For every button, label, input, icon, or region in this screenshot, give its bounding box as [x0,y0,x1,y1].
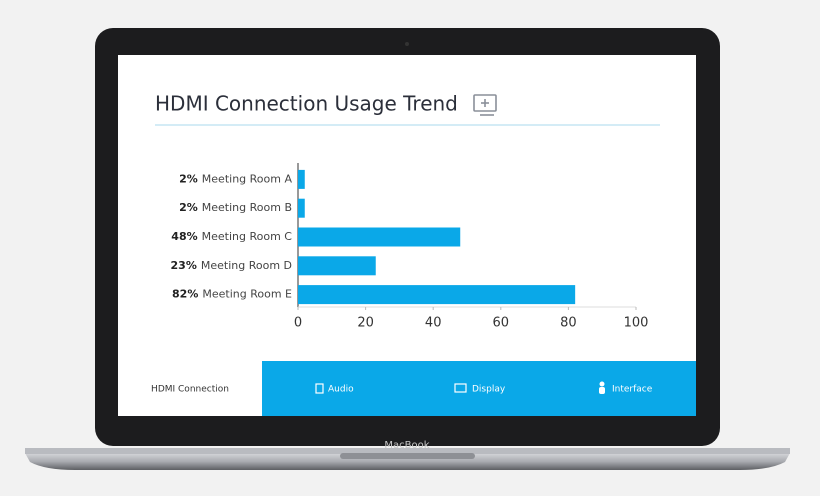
bar [298,169,305,189]
x-tick-label: 60 [493,316,510,331]
laptop-base [25,453,790,470]
interface-icon-body [599,387,605,394]
x-tick-label: 20 [357,316,374,331]
display-icon [454,383,467,393]
value-label: 48% [171,230,197,243]
title-icon [473,94,497,116]
bar [298,227,461,247]
value-label: 2% [179,201,198,214]
audio-icon [315,383,324,394]
category-name: Meeting Room D [201,259,292,272]
category-name: Meeting Room E [202,288,292,301]
laptop-hinge [25,448,790,454]
category-name: Meeting Room B [202,201,292,214]
category-label: 2% Meeting Room B [179,201,292,214]
category-label: 82% Meeting Room E [172,288,292,301]
x-tick-label: 0 [294,316,302,331]
bar [298,285,576,305]
x-tick-label: 40 [425,316,442,331]
interface-icon [599,381,605,387]
tab-label[interactable]: Interface [612,385,653,395]
laptop-notch [340,453,475,459]
category-name: Meeting Room A [202,172,293,185]
bar [298,198,305,218]
tab-label[interactable]: Display [472,385,506,395]
tab-label[interactable]: HDMI Connection [151,385,229,395]
bar [298,256,376,276]
x-tick-label: 80 [560,316,577,331]
category-label: 48% Meeting Room C [171,230,292,243]
value-label: 2% [179,172,198,185]
tab-label[interactable]: Audio [328,385,354,395]
tab-bar [262,361,696,416]
value-label: 82% [172,288,198,301]
camera [405,42,409,46]
chart-title: HDMI Connection Usage Trend [155,92,458,116]
x-tick-label: 100 [624,316,649,331]
category-name: Meeting Room C [202,230,293,243]
value-label: 23% [171,259,197,272]
category-label: 23% Meeting Room D [171,259,292,272]
device-label: MacBook [384,440,429,451]
tab-active[interactable] [118,361,262,416]
category-label: 2% Meeting Room A [179,172,292,185]
